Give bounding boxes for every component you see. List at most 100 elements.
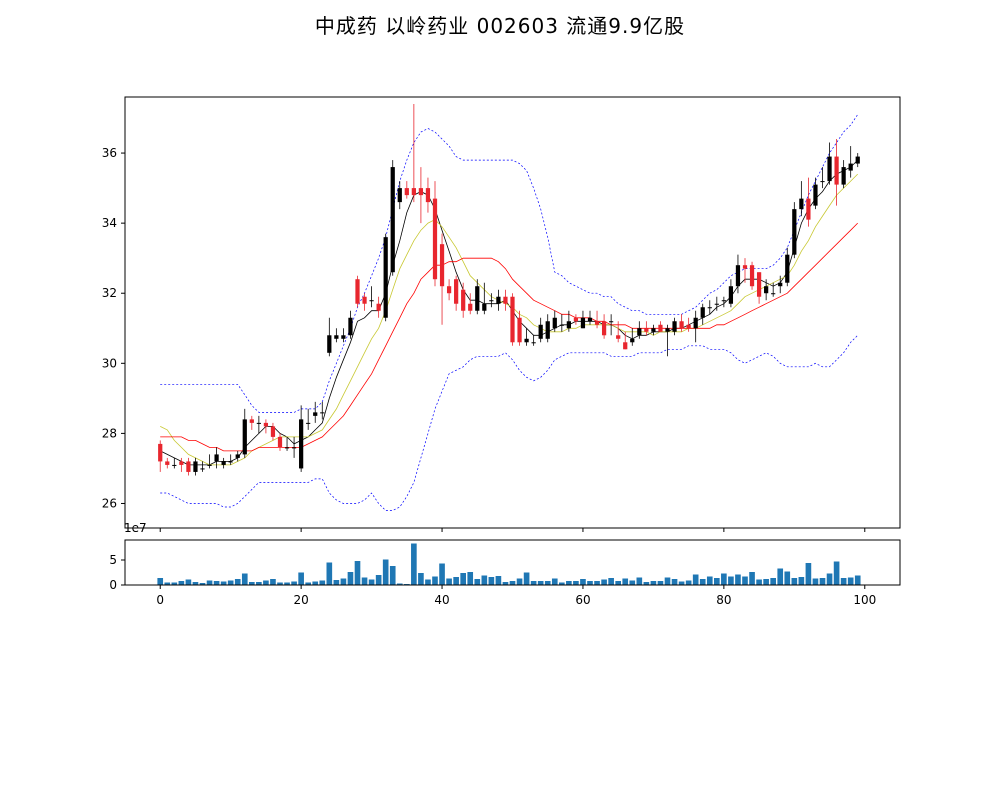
volume-bar	[389, 566, 396, 585]
volume-bar	[678, 581, 685, 585]
candle-body	[799, 198, 804, 210]
volume-bar	[185, 579, 192, 585]
candle-body	[446, 286, 452, 294]
volume-axes-frame	[124, 539, 901, 586]
volume-bar	[347, 572, 354, 585]
volume-bar	[178, 581, 185, 585]
candle-body	[848, 163, 853, 171]
y-tick-label: 34	[102, 216, 117, 230]
candle-body	[749, 265, 755, 287]
candle-body	[756, 272, 762, 297]
candle-body	[348, 317, 353, 336]
volume-bar	[509, 581, 516, 585]
volume-bar	[199, 583, 206, 585]
candle-body	[637, 328, 642, 336]
volume-bar	[453, 577, 459, 585]
volume-bar	[418, 573, 424, 585]
volume-bar	[636, 577, 643, 585]
volume-bar	[227, 580, 234, 585]
candle-body	[214, 454, 219, 462]
candle-body	[158, 443, 163, 462]
candle-body	[601, 321, 607, 336]
candle-body	[714, 303, 719, 305]
volume-bar	[580, 579, 586, 585]
y-tick-label: 36	[102, 146, 117, 160]
boll-lower-line	[160, 335, 858, 511]
candle-body	[482, 303, 487, 311]
candle-body	[524, 338, 529, 343]
volume-bar	[770, 578, 776, 585]
volume-bar	[411, 543, 417, 585]
x-tick-label: 40	[434, 593, 449, 607]
volume-bar	[291, 581, 297, 585]
candle-body	[693, 317, 698, 329]
volume-bar	[664, 577, 671, 585]
volume-bar	[643, 582, 650, 585]
volume-panel: 0 5 0 20 40 60 80 100 1e7	[109, 521, 901, 607]
candle-body	[313, 412, 318, 416]
candle-body	[820, 181, 825, 183]
volume-bar	[361, 577, 368, 585]
volume-offset-label: 1e7	[124, 521, 147, 535]
volume-bar	[439, 563, 445, 585]
volume-bar	[460, 573, 466, 585]
candle-body	[165, 461, 170, 465]
candle-body	[411, 188, 416, 196]
candle-body	[468, 303, 473, 311]
candle-body	[299, 419, 304, 469]
candle-body	[355, 279, 360, 304]
candle-body	[320, 412, 325, 414]
candle-body	[834, 156, 839, 185]
volume-bar	[270, 579, 276, 585]
volume-bar	[312, 581, 319, 585]
candle-body	[341, 335, 346, 339]
candle-body	[686, 324, 691, 329]
candle-body	[376, 303, 381, 311]
candle-body	[510, 296, 515, 343]
volume-bar	[396, 583, 403, 585]
volume-bar	[495, 576, 502, 585]
candle-body	[517, 317, 522, 343]
candle-body	[587, 317, 593, 322]
volume-bar	[847, 577, 854, 585]
volume-bar	[544, 581, 551, 585]
volume-bar	[551, 578, 558, 585]
candle-body	[362, 296, 367, 304]
volume-bar	[220, 581, 227, 585]
candle-body	[721, 300, 726, 302]
candle-body	[390, 167, 395, 273]
volume-bar	[728, 576, 734, 585]
candle-body	[242, 419, 247, 455]
candle-body	[771, 293, 776, 295]
ma-mid-line	[160, 173, 858, 466]
volume-bar	[171, 582, 178, 585]
volume-bar	[340, 578, 347, 585]
volume-bar	[657, 581, 664, 585]
candle-body	[425, 188, 431, 203]
volume-bar	[784, 571, 791, 585]
candle-body	[665, 328, 670, 332]
candle-body	[813, 184, 818, 206]
volume-bar	[854, 575, 861, 585]
volume-bar	[241, 573, 248, 585]
candle-body	[566, 321, 571, 329]
volume-bar	[756, 579, 762, 585]
candle-body	[651, 328, 656, 332]
volume-bar	[833, 561, 840, 585]
volume-bar	[798, 577, 805, 585]
candle-body	[742, 265, 748, 269]
candle-body	[193, 461, 198, 472]
candle-body	[221, 461, 226, 465]
volume-bar	[840, 578, 847, 585]
candle-body	[334, 335, 339, 339]
volume-bar	[587, 581, 593, 585]
candle-body	[179, 461, 184, 465]
volume-bar	[777, 568, 784, 585]
volume-bar	[714, 578, 720, 585]
volume-y-tick-label: 0	[109, 578, 117, 592]
ma-slow-line	[160, 222, 858, 452]
ma-fast-line	[160, 159, 858, 466]
volume-bar	[467, 572, 474, 585]
candle-body	[700, 307, 705, 318]
candle-body	[855, 156, 860, 164]
